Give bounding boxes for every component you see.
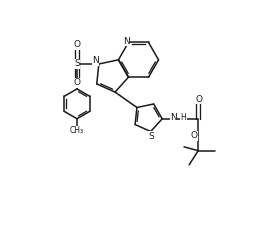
Text: CH₃: CH₃ xyxy=(70,126,84,135)
Text: O: O xyxy=(74,79,81,88)
Text: N: N xyxy=(170,113,177,122)
Text: O: O xyxy=(191,131,198,140)
Text: S: S xyxy=(149,132,155,141)
Text: O: O xyxy=(74,40,81,50)
Text: O: O xyxy=(196,94,203,104)
Text: N: N xyxy=(123,37,130,46)
Text: S: S xyxy=(74,59,80,68)
Text: H: H xyxy=(181,113,186,122)
Text: N: N xyxy=(92,56,99,65)
